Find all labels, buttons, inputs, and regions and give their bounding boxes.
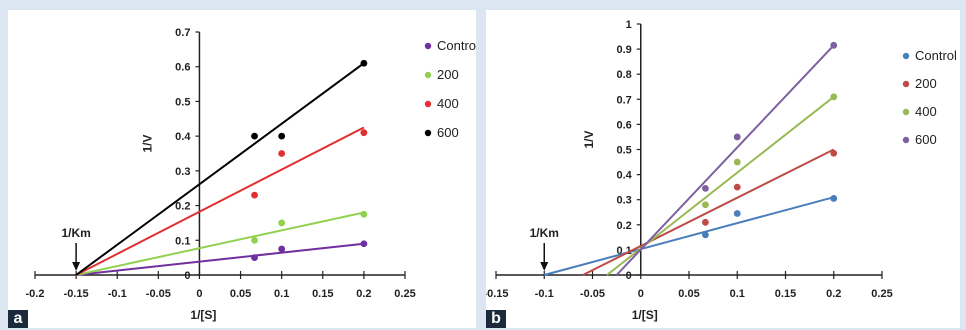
x-axis-label: 1/[S]: [632, 308, 658, 322]
legend-label-control: Control: [437, 38, 476, 53]
y-tick-label: 1: [626, 19, 632, 31]
x-tick-label: 0.05: [230, 288, 251, 300]
x-axis-label: 1/[S]: [190, 308, 216, 322]
x-tick-label: 0.15: [312, 288, 333, 300]
x-tick-label: -0.15: [64, 288, 89, 300]
legend-marker-control: [424, 42, 432, 50]
fit-line-control: [543, 196, 835, 276]
data-point-400: [251, 191, 258, 199]
x-tick-label: -0.1: [535, 288, 554, 300]
y-tick-label: 0.9: [616, 44, 631, 56]
fit-line-200: [582, 148, 835, 276]
fit-line-200: [75, 211, 365, 276]
y-tick-label: 0.1: [175, 235, 190, 247]
data-point-control: [702, 231, 709, 239]
data-point-400: [733, 158, 741, 166]
data-point-600: [733, 133, 741, 141]
legend-label-400: 400: [915, 104, 937, 119]
fit-line-control: [76, 242, 364, 276]
x-tick-label: -0.05: [580, 288, 605, 300]
fit-line-400: [75, 126, 365, 276]
data-point-control: [830, 195, 838, 202]
y-tick-label: 0.2: [616, 220, 631, 232]
x-tick-label: 0.25: [871, 288, 892, 300]
annotation-label: 1/Km: [61, 226, 90, 240]
data-point-200: [278, 219, 286, 227]
annotation-arrow-head: [540, 262, 549, 271]
y-tick-label: 0.2: [175, 201, 190, 213]
data-point-control: [360, 240, 368, 248]
data-point-600: [830, 41, 838, 49]
legend-label-400: 400: [437, 96, 459, 111]
annotation-label: 1/Km: [530, 226, 559, 240]
data-point-400: [702, 201, 709, 209]
x-tick-label: 0.15: [775, 288, 796, 300]
annotation-arrow-head: [72, 262, 81, 271]
legend-label-control: Control: [915, 48, 957, 63]
data-point-600: [360, 59, 368, 67]
panel-a: -0.2 -0.15 -0.1 -0.05 0 0.05 0.1 0.15 0.2 0.25 0 0.…: [8, 10, 476, 328]
fit-line-600: [615, 44, 835, 276]
y-tick-label: 0.5: [616, 145, 631, 157]
y-tick-label: 0.5: [175, 96, 190, 108]
legend-label-600: 600: [437, 125, 459, 140]
fit-line-600: [75, 62, 365, 276]
x-tick-label: 0.2: [826, 288, 841, 300]
data-point-600: [278, 132, 286, 140]
legend-marker-200: [902, 80, 910, 88]
data-point-200: [733, 183, 741, 191]
y-tick-label: 0.3: [616, 195, 631, 207]
data-point-600: [702, 185, 709, 192]
y-tick-label: 0.6: [616, 119, 631, 131]
y-tick-label: 0.7: [175, 27, 190, 39]
data-point-200: [702, 218, 709, 226]
panel-letter-b: b: [486, 310, 506, 328]
data-point-200: [360, 210, 368, 218]
y-tick-label: 0.4: [616, 170, 632, 182]
panel-letter-a: a: [8, 310, 28, 328]
data-point-400: [830, 93, 838, 101]
legend-marker-600: [424, 129, 432, 137]
data-point-200: [830, 149, 838, 157]
x-tick-label: -0.15: [486, 288, 509, 300]
y-tick-label: 0: [626, 270, 632, 282]
legend-marker-400: [424, 100, 432, 108]
data-point-400: [360, 129, 368, 137]
data-point-control: [278, 245, 286, 253]
x-tick-label: 0.1: [274, 288, 289, 300]
data-point-control: [733, 210, 741, 217]
x-tick-label: 0.1: [730, 288, 745, 300]
legend-label-200: 200: [437, 67, 459, 82]
legend-marker-control: [902, 52, 910, 60]
y-tick-label: 0.3: [175, 166, 190, 178]
y-axis-label: 1/V: [140, 134, 154, 152]
panel-b: -0.15-0.1-0.0500.050.10.150.20.2500.10.2…: [486, 10, 960, 328]
data-point-control: [251, 254, 258, 262]
chart-b: -0.15-0.1-0.0500.050.10.150.20.2500.10.2…: [486, 19, 957, 322]
data-point-600: [251, 132, 258, 140]
y-tick-label: 0.7: [616, 94, 631, 106]
y-tick-label: 0: [184, 270, 190, 282]
y-tick-label: 0.6: [175, 62, 190, 74]
data-point-200: [251, 236, 258, 244]
legend-marker-200: [424, 71, 432, 79]
x-tick-label: -0.05: [146, 288, 171, 300]
x-tick-label: 0.2: [356, 288, 371, 300]
y-axis-label: 1/V: [582, 130, 596, 148]
legend-marker-400: [902, 108, 910, 116]
legend-label-600: 600: [915, 132, 937, 147]
x-tick-label: -0.2: [26, 288, 45, 300]
legend-label-200: 200: [915, 76, 937, 91]
x-tick-label: 0.05: [678, 288, 699, 300]
x-tick-label: 0: [638, 288, 644, 300]
y-tick-label: 0.4: [175, 131, 191, 143]
x-tick-label: -0.1: [108, 288, 127, 300]
x-tick-label: 0: [196, 288, 202, 300]
data-point-400: [278, 150, 286, 157]
chart-a: -0.2 -0.15 -0.1 -0.05 0 0.05 0.1 0.15 0.2 0.25 0 0.…: [26, 27, 476, 322]
y-tick-label: 0.8: [616, 69, 631, 81]
legend-marker-600: [902, 136, 910, 144]
x-tick-label: 0.25: [394, 288, 415, 300]
